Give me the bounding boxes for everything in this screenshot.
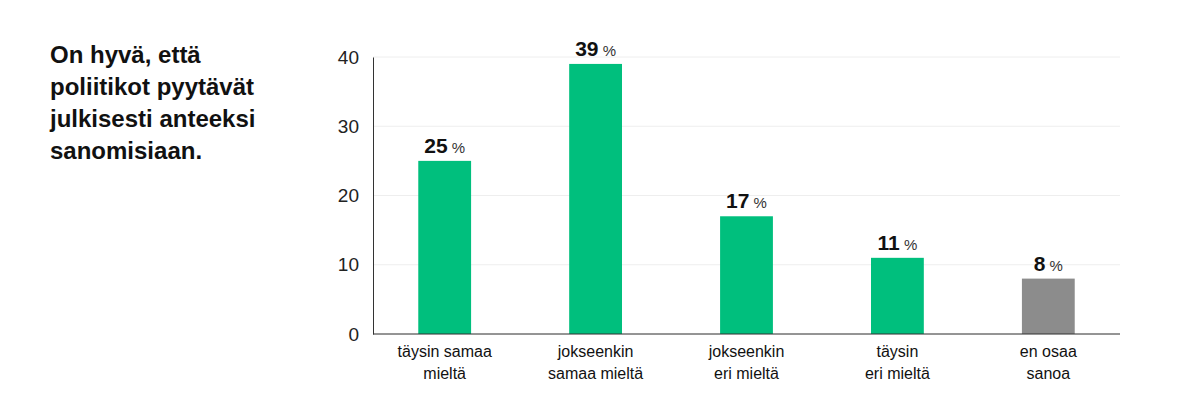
data-label: 39 % <box>575 37 616 60</box>
bar <box>1022 279 1075 334</box>
title-line: sanomisiaan. <box>50 137 202 164</box>
data-label-number: 8 <box>1034 252 1046 275</box>
grid-line <box>373 57 1120 58</box>
y-tick-label: 40 <box>338 47 359 68</box>
x-tick-label: en osaa sanoa <box>1020 343 1077 382</box>
bars <box>418 64 1074 334</box>
y-tick-label: 20 <box>338 185 359 206</box>
x-axis-line <box>373 334 1120 335</box>
title-line: On hyvä, että <box>50 41 201 68</box>
x-tick-label-line: täysin samaa <box>398 343 492 360</box>
x-tick-label: jokseenkin eri mieltä <box>708 343 785 382</box>
x-tick-label-line: sanoa <box>1027 365 1071 382</box>
title-line: julkisesti anteeksi <box>49 105 255 132</box>
y-tick: 20 <box>338 185 373 206</box>
data-label-unit: % <box>749 194 767 211</box>
y-tick-label: 10 <box>338 254 359 275</box>
x-tick-label: jokseenkin samaa mieltä <box>548 343 643 382</box>
data-label-number: 39 <box>575 37 598 60</box>
grid-line <box>373 334 1120 335</box>
bar <box>871 258 924 334</box>
data-label-number: 11 <box>878 231 901 254</box>
x-tick-label-line: en osaa <box>1020 343 1077 360</box>
data-label: 11 % <box>878 231 918 254</box>
bar <box>418 161 471 334</box>
data-label-unit: % <box>599 42 617 59</box>
x-tick-label-line: jokseenkin <box>557 343 634 360</box>
y-tick: 40 <box>338 47 373 68</box>
bar <box>720 216 773 334</box>
x-tick-label-line: mieltä <box>423 365 466 382</box>
bar <box>569 64 622 334</box>
x-tick-label-line: täysin <box>877 343 919 360</box>
grid-line <box>373 126 1120 127</box>
data-label-number: 25 <box>424 134 448 157</box>
y-tick-label: 0 <box>348 324 359 345</box>
grid <box>373 57 1120 334</box>
data-label-unit: % <box>1045 257 1063 274</box>
title: On hyvä, että poliitikot pyytävät julkises… <box>49 41 255 164</box>
data-label-number: 17 <box>726 189 749 212</box>
x-tick-label: täysin samaa mieltä <box>398 343 492 382</box>
x-tick-label-line: jokseenkin <box>708 343 785 360</box>
x-tick-label-line: eri mieltä <box>714 365 779 382</box>
title-line: poliitikot pyytävät <box>50 73 254 100</box>
x-tick-label: täysin eri mieltä <box>865 343 930 382</box>
chart: On hyvä, että poliitikot pyytävät julkises… <box>0 0 1200 400</box>
y-tick: 0 <box>348 324 373 345</box>
x-tick-label-line: samaa mieltä <box>548 365 643 382</box>
data-label: 25 % <box>424 134 465 157</box>
x-tick-label-line: eri mieltä <box>865 365 930 382</box>
y-axis-line <box>373 58 374 335</box>
y-tick: 10 <box>338 254 373 275</box>
y-tick: 30 <box>338 116 373 137</box>
data-label-unit: % <box>900 236 918 253</box>
x-axis: täysin samaa mieltä jokseenkin samaa mieltä… <box>398 343 1077 382</box>
data-label: 17 % <box>726 189 767 212</box>
y-axis: 0 10 20 30 40 <box>338 47 374 345</box>
data-label-unit: % <box>448 139 466 156</box>
data-label: 8 % <box>1034 252 1063 275</box>
y-tick-label: 30 <box>338 116 359 137</box>
